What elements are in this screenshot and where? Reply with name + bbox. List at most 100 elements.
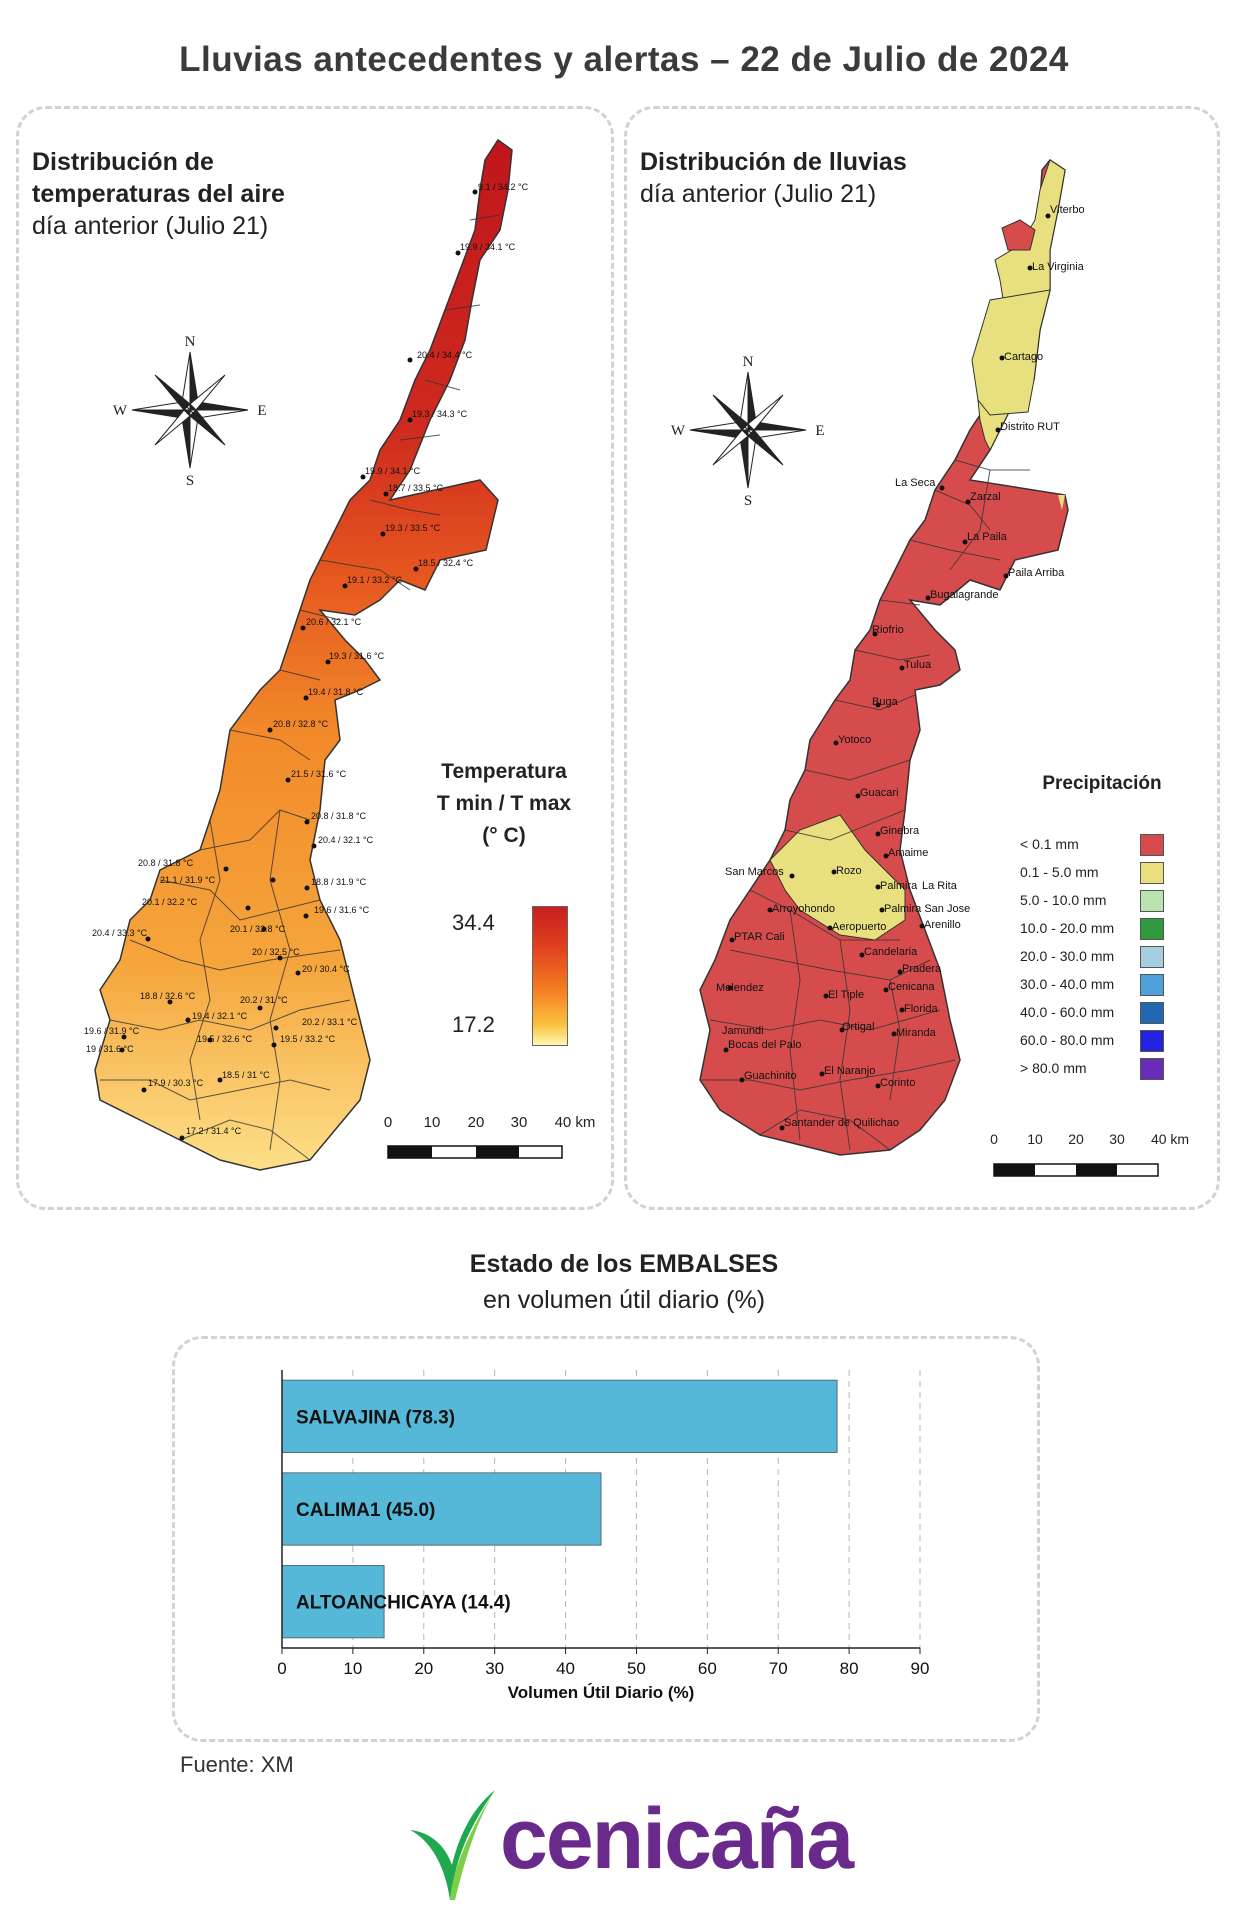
- rain-place-label: Cenicana: [888, 981, 935, 993]
- svg-text:S: S: [744, 493, 752, 509]
- temp-station-label: 21.5 / 31.6 °C: [291, 769, 347, 779]
- x-tick-label: 0: [277, 1659, 286, 1678]
- temp-station-label: 19.6 / 31.6 °C: [314, 905, 370, 915]
- rain-place-label: La Seca: [895, 477, 936, 489]
- x-tick-label: 10: [343, 1659, 362, 1678]
- rain-place-label: El Naranjo: [824, 1065, 875, 1077]
- precipitation-legend-swatch: [1140, 918, 1164, 940]
- x-axis-label: Volumen Útil Diario (%): [508, 1683, 695, 1702]
- rain-place-label: Florida: [904, 1003, 939, 1015]
- rain-place-label: Aeropuerto: [832, 921, 886, 933]
- precipitation-legend-label: 20.0 - 30.0 mm: [1020, 948, 1115, 964]
- rain-place-label: Zarzal: [970, 491, 1001, 503]
- svg-text:E: E: [257, 403, 266, 419]
- compass-rose-icon: N S W E: [113, 334, 267, 489]
- temp-station-label: 19 / 31.6 °C: [86, 1044, 134, 1054]
- temp-station-label: 18.5 / 32.4 °C: [418, 558, 474, 568]
- x-tick-label: 30: [485, 1659, 504, 1678]
- rain-place-label: Viterbo: [1050, 204, 1085, 216]
- precipitation-legend-swatch: [1140, 834, 1164, 856]
- rain-title: Distribución de lluvias: [640, 148, 907, 176]
- rain-place-label: Pradera: [902, 963, 942, 975]
- temp-station-label: 19.3 / 31.6 °C: [329, 651, 385, 661]
- page-title: Lluvias antecedentes y alertas – 22 de J…: [179, 40, 1069, 79]
- rain-place-label: Melendez: [716, 982, 764, 994]
- precipitation-legend-label: > 80.0 mm: [1020, 1060, 1087, 1076]
- temp-station-label: 19.1 / 33.2 °C: [347, 575, 403, 585]
- rain-place-label: Ortigal: [842, 1021, 874, 1033]
- bar: [281, 1472, 602, 1546]
- temp-station-label: 20.1 / 32.2 °C: [142, 897, 198, 907]
- rain-place-label: Amaime: [888, 847, 928, 859]
- x-tick-label: 20: [414, 1659, 433, 1678]
- precipitation-legend-swatch: [1140, 1030, 1164, 1052]
- temp-station-label: 18.5 / 31 °C: [222, 1070, 270, 1080]
- x-tick-label: 80: [840, 1659, 859, 1678]
- rain-map: Viterbo La Virginia Cartago Distrito RUT…: [699, 158, 1085, 1156]
- rain-place-label: Bugalagrande: [930, 589, 999, 601]
- rain-place-label: Riofrio: [872, 624, 904, 636]
- temp-station-label: 18.8 / 32.6 °C: [140, 991, 196, 1001]
- rain-place-label: La Paila: [967, 531, 1008, 543]
- temp-station-label: 20.4 / 32.1 °C: [318, 835, 374, 845]
- svg-text:10: 10: [424, 1114, 441, 1131]
- temperature-color-scale: [532, 906, 568, 1046]
- temp-station-label: 20.8 / 32.8 °C: [273, 719, 329, 729]
- temp-station-label: 20.8 / 31.8 °C: [311, 811, 367, 821]
- rain-scale-bar: 0 10 20 30 40 km: [990, 1131, 1189, 1177]
- temp-station-labels: 9.1 / 34.2 °C 19.9 / 34.1 °C 20.4 / 34.4…: [84, 182, 529, 1141]
- temp-station-label: 21.1 / 31.9 °C: [160, 875, 216, 885]
- svg-text:20: 20: [468, 1114, 485, 1131]
- svg-text:40 km: 40 km: [555, 1114, 596, 1131]
- temp-station-label: 20.4 / 34.4 °C: [417, 350, 473, 360]
- x-tick-label: 50: [627, 1659, 646, 1678]
- temp-station-label: 19.5 / 32.6 °C: [197, 1034, 253, 1044]
- rain-panel: [624, 106, 1220, 1210]
- temperature-panel: [16, 106, 614, 1210]
- svg-text:0: 0: [990, 1131, 998, 1147]
- chart-title-line1: Estado de los EMBALSES: [469, 1250, 779, 1278]
- temperature-legend-max: 34.4: [452, 910, 495, 935]
- rain-place-label: La Rita: [922, 880, 958, 892]
- rain-place-label: Corinto: [880, 1077, 915, 1089]
- rain-place-label: Distrito RUT: [1000, 421, 1060, 433]
- temp-title-line1: Distribución de: [32, 148, 214, 176]
- chart-title-line2: en volumen útil diario (%): [482, 1286, 766, 1314]
- x-tick-label: 90: [911, 1659, 930, 1678]
- rain-panel-title: Distribución de lluvias día anterior (Ju…: [640, 146, 907, 210]
- rain-place-label: Santander de Quilichao: [784, 1117, 899, 1129]
- rain-place-label: Jamundi: [722, 1025, 764, 1037]
- rain-place-label: Paila Arriba: [1008, 567, 1065, 579]
- precipitation-legend-label: 0.1 - 5.0 mm: [1020, 864, 1099, 880]
- cenicana-logo-icon: [410, 1790, 495, 1900]
- precipitation-legend-swatch: [1140, 974, 1164, 996]
- temp-subtitle: día anterior (Julio 21): [32, 212, 269, 240]
- temperature-scale-bar: 0 10 20 30 40 km: [384, 1114, 596, 1159]
- temp-station-label: 20.2 / 31 °C: [240, 995, 288, 1005]
- reservoir-bar-chart: SALVAJINA (78.3) CALIMA1 (45.0) ALTOANCHIC…: [277, 1370, 930, 1702]
- svg-text:W: W: [671, 423, 686, 439]
- rain-place-label: Buga: [872, 696, 899, 708]
- svg-text:N: N: [185, 334, 196, 350]
- precipitation-legend-label: < 0.1 mm: [1020, 836, 1079, 852]
- temp-station-label: 17.9 / 30.3 °C: [148, 1078, 204, 1088]
- temp-station-label: 19.3 / 33.5 °C: [385, 523, 441, 533]
- temp-station-label: 20.8 / 31.8 °C: [138, 858, 194, 868]
- temp-station-label: 19.3 / 34.3 °C: [412, 409, 468, 419]
- temp-station-label: 9.1 / 34.2 °C: [478, 182, 529, 192]
- precipitation-legend-label: 30.0 - 40.0 mm: [1020, 976, 1115, 992]
- rain-place-label: San Marcos: [725, 866, 784, 878]
- x-tick-label: 40: [556, 1659, 575, 1678]
- temp-station-label: 18.8 / 31.9 °C: [311, 877, 367, 887]
- rain-place-label: Rozo: [836, 865, 862, 877]
- svg-text:20: 20: [1068, 1131, 1084, 1147]
- precipitation-legend-title: Precipitación: [1042, 773, 1162, 794]
- temp-station-label: 19.5 / 33.2 °C: [280, 1034, 336, 1044]
- rain-place-label: Candelaria: [864, 946, 918, 958]
- temp-station-label: 19.9 / 34.1 °C: [460, 242, 516, 252]
- svg-text:0: 0: [384, 1114, 392, 1131]
- svg-text:N: N: [743, 354, 754, 370]
- svg-text:S: S: [186, 473, 194, 489]
- svg-text:30: 30: [1109, 1131, 1125, 1147]
- precipitation-legend-swatch: [1140, 890, 1164, 912]
